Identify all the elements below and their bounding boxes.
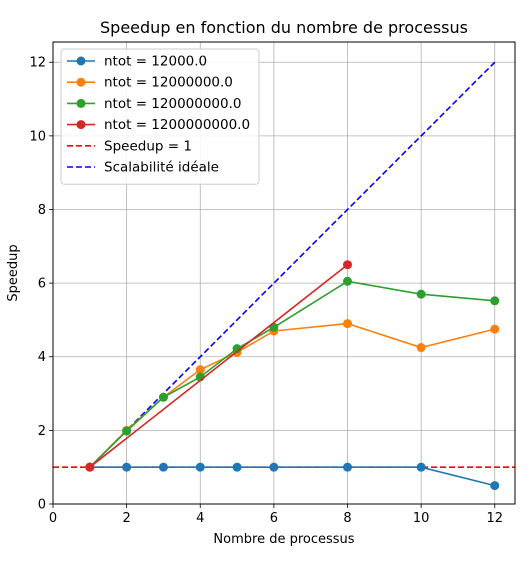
y-tick-label: 2 xyxy=(38,424,46,439)
data-point xyxy=(343,260,353,270)
grid xyxy=(52,42,515,505)
chart-title: Speedup en fonction du nombre de process… xyxy=(100,18,468,37)
plot-series xyxy=(53,61,515,491)
data-point xyxy=(490,296,500,306)
data-point xyxy=(122,426,132,436)
data-point xyxy=(158,392,168,402)
data-point xyxy=(490,324,500,334)
legend-box xyxy=(60,48,260,185)
data-point xyxy=(490,481,500,491)
x-tick-label: 6 xyxy=(270,511,278,526)
legend-label: ntot = 12000.0 xyxy=(104,54,207,70)
x-tick-label: 12 xyxy=(486,511,503,526)
x-tick-label: 8 xyxy=(343,511,351,526)
legend-label: ntot = 1200000000.0 xyxy=(104,117,250,133)
y-tick-label: 6 xyxy=(38,277,46,292)
y-tick-label: 12 xyxy=(29,56,46,71)
series-line xyxy=(89,264,348,468)
x-tick-label: 4 xyxy=(196,511,204,526)
series-1 xyxy=(85,319,500,472)
data-point xyxy=(269,462,279,472)
data-point xyxy=(195,365,205,375)
y-tick-label: 0 xyxy=(38,498,46,513)
series-3 xyxy=(85,260,353,472)
data-point xyxy=(195,462,205,472)
data-point xyxy=(416,289,426,299)
legend-label: Speedup = 1 xyxy=(104,138,192,154)
legend-swatch-marker xyxy=(76,56,86,66)
legend-label: ntot = 12000000.0 xyxy=(104,75,233,91)
y-tick-label: 8 xyxy=(38,203,46,218)
series-2 xyxy=(85,276,500,472)
series-line xyxy=(89,61,496,468)
legend: ntot = 12000.0 ntot = 12000000.0 ntot = 12… xyxy=(60,48,260,185)
series-line xyxy=(89,322,495,468)
data-point xyxy=(343,462,353,472)
legend-label: Scalabilité idéale xyxy=(104,160,219,176)
series-line xyxy=(89,280,495,468)
data-point xyxy=(232,344,242,354)
data-point xyxy=(416,343,426,353)
data-point xyxy=(343,276,353,286)
data-point xyxy=(416,462,426,472)
x-axis-label: Nombre de processus xyxy=(213,532,354,547)
y-tick-label: 4 xyxy=(38,350,46,365)
x-tick-label: 2 xyxy=(122,511,130,526)
data-point xyxy=(85,462,95,472)
data-point xyxy=(343,319,353,329)
y-axis-label: Speedup xyxy=(6,244,21,301)
series-5 xyxy=(89,61,496,468)
series-line xyxy=(89,466,495,487)
y-tick-label: 10 xyxy=(29,129,46,144)
plot-frame xyxy=(52,41,516,505)
data-point xyxy=(158,462,168,472)
x-tick-label: 0 xyxy=(49,511,57,526)
x-tick-label: 10 xyxy=(413,511,430,526)
legend-label: ntot = 120000000.0 xyxy=(104,96,241,112)
legend-swatch-marker xyxy=(76,120,86,130)
axis-ticks: 0 2 4 6 8 10 12 0 2 4 6 8 10 12 xyxy=(29,56,503,526)
data-point xyxy=(232,462,242,472)
series-0 xyxy=(85,462,500,491)
legend-swatch-marker xyxy=(76,98,86,108)
legend-swatch-marker xyxy=(76,77,86,87)
data-point xyxy=(122,462,132,472)
